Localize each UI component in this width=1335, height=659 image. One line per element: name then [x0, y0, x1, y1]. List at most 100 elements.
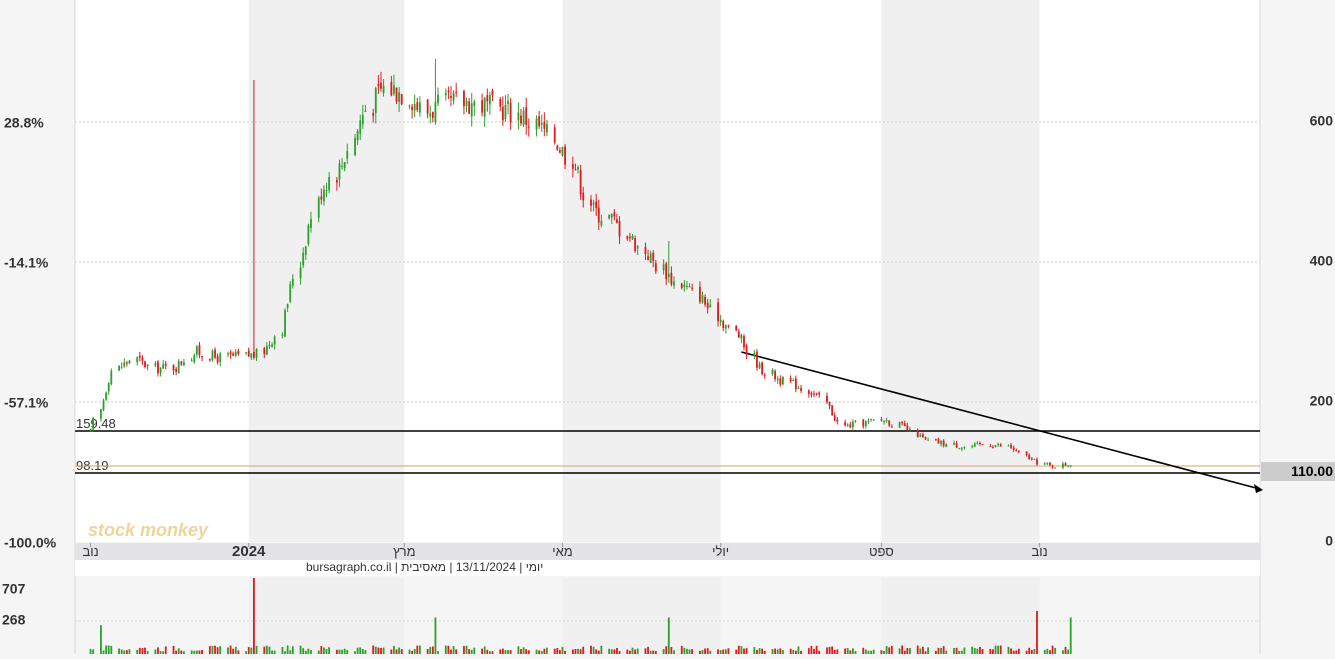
candle-body	[416, 102, 419, 111]
volume-bar	[245, 651, 248, 654]
volume-bar	[1010, 648, 1012, 654]
volume-bar	[255, 645, 258, 654]
volume-bar	[193, 650, 196, 654]
candle-body	[470, 103, 473, 117]
month-band-light	[75, 0, 249, 542]
left-axis-label: -14.1%	[4, 255, 49, 271]
volume-bar	[271, 650, 273, 654]
candle-body	[123, 362, 126, 367]
volume-bar	[455, 649, 458, 654]
candle-body	[393, 85, 395, 94]
volume-bar	[864, 649, 867, 654]
candle-body	[826, 395, 828, 403]
candle-body	[1033, 458, 1036, 460]
candle-body	[159, 367, 162, 374]
candle-body	[577, 167, 579, 170]
candle-body	[1010, 445, 1012, 448]
volume-bar	[361, 649, 364, 654]
candle-body	[597, 207, 600, 223]
volume-bar	[481, 648, 484, 654]
candle-body	[937, 438, 940, 444]
candle-body	[953, 442, 955, 445]
volume-bar	[307, 648, 310, 654]
volume-bar	[960, 650, 963, 654]
candle-body	[304, 246, 307, 255]
candle-body	[374, 87, 377, 113]
candle-body	[328, 177, 331, 191]
volume-bar	[631, 647, 634, 654]
volume-axis-label: 268	[2, 612, 26, 628]
month-band-light	[404, 0, 563, 542]
volume-bar	[724, 649, 727, 654]
volume-bar	[571, 649, 574, 654]
candle-body	[833, 415, 836, 421]
info-bar	[75, 560, 1260, 576]
volume-bar	[538, 650, 541, 654]
volume-bar	[973, 648, 976, 654]
candle-body	[504, 104, 507, 120]
candle-body	[177, 361, 180, 374]
volume-bar	[317, 650, 320, 654]
volume-bar	[1028, 647, 1031, 654]
volume-bar	[992, 649, 994, 654]
candle-body	[214, 349, 216, 358]
candle-body	[867, 420, 870, 422]
volume-bar	[740, 646, 743, 654]
candle-body	[468, 101, 471, 114]
candle-body	[649, 253, 652, 263]
volume-bar	[927, 647, 930, 654]
candle-body	[971, 446, 974, 448]
candle-body	[849, 424, 852, 428]
right-axis-label: 0	[1325, 533, 1333, 549]
volume-bar	[885, 646, 888, 654]
date-axis-bar	[75, 543, 1260, 561]
volume-bar	[346, 649, 349, 654]
volume-bar	[851, 648, 854, 654]
candle-body	[229, 352, 232, 355]
volume-bar	[395, 649, 398, 654]
volume-bar	[509, 650, 512, 654]
candle-body	[465, 100, 468, 106]
volume-bar	[144, 647, 146, 654]
candle-body	[979, 442, 981, 445]
volume-bar	[408, 649, 411, 654]
volume-bar	[1064, 646, 1067, 654]
volume-bar	[463, 646, 465, 654]
volume-bar	[164, 646, 167, 654]
candle-body	[175, 368, 178, 372]
candle-body	[1054, 467, 1057, 469]
volume-bar	[922, 646, 924, 654]
candle-body	[141, 357, 144, 361]
volume-bar	[901, 645, 904, 654]
candle-body	[501, 106, 504, 121]
volume-bar	[890, 645, 893, 654]
candle-body	[273, 336, 276, 345]
month-band-light	[720, 0, 882, 542]
candle-body	[807, 390, 810, 394]
candle-body	[488, 94, 491, 105]
volume-bar	[522, 647, 525, 654]
volume-bar	[325, 648, 328, 654]
volume-bar	[1025, 650, 1028, 654]
candle-body	[955, 443, 958, 448]
candle-body	[618, 220, 621, 237]
volume-bar	[328, 647, 331, 654]
candle-body	[398, 92, 401, 102]
candle-body	[556, 145, 559, 150]
volume-bar	[102, 650, 105, 654]
candle-body	[343, 161, 346, 169]
candle-body	[844, 422, 847, 426]
candle-body	[616, 219, 618, 223]
volume-bar	[924, 651, 927, 654]
candle-body	[794, 378, 797, 390]
volume-bar	[1049, 650, 1051, 654]
volume-bar	[382, 647, 385, 654]
volume-bar	[844, 648, 847, 654]
volume-bar	[758, 648, 761, 654]
candle-body	[688, 286, 691, 288]
volume-bar	[302, 648, 305, 654]
volume-bar	[872, 649, 875, 654]
volume-bar	[473, 647, 476, 654]
volume-bar	[942, 646, 945, 654]
